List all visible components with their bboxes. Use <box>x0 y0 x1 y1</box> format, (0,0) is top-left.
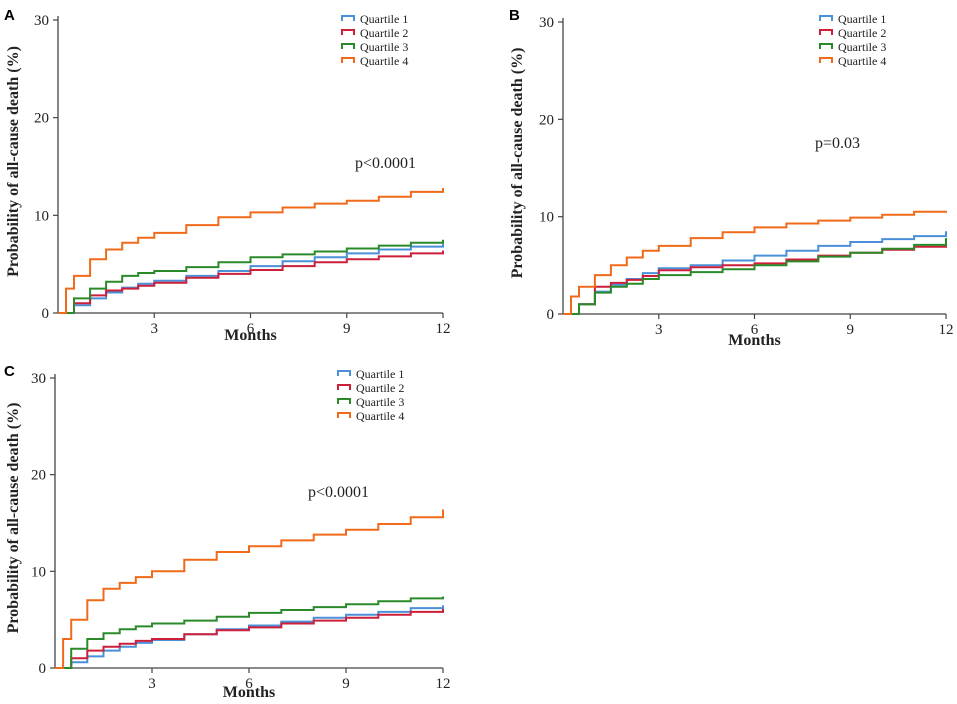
y-tick-label: 10 <box>34 208 49 224</box>
legend-label: Quartile 3 <box>356 395 404 409</box>
series-line-quartile-4 <box>58 188 444 314</box>
p-value-annotation: p<0.0001 <box>355 155 416 172</box>
series-line-quartile-4 <box>563 210 947 315</box>
y-tick-label: 0 <box>547 307 555 323</box>
x-tick-label: 9 <box>342 676 350 692</box>
x-tick-label: 6 <box>751 322 759 338</box>
legend-swatch <box>341 57 355 63</box>
y-tick-label: 10 <box>31 564 46 580</box>
legend-swatch <box>341 15 355 21</box>
series-line-quartile-3 <box>55 596 444 669</box>
x-tick-label: 12 <box>436 321 451 337</box>
legend-label: Quartile 1 <box>838 12 886 26</box>
legend-label: Quartile 4 <box>360 54 408 68</box>
legend-swatch <box>819 43 833 49</box>
y-tick-label: 30 <box>34 13 49 29</box>
y-tick-label: 20 <box>539 112 554 128</box>
legend-label: Quartile 3 <box>838 40 886 54</box>
y-axis-title: Probability of all-cause death (%) <box>5 403 22 634</box>
legend-swatch <box>337 384 351 390</box>
series-line-quartile-1 <box>58 243 444 314</box>
chart-panel-a: A 0 10 20 30 3 6 9 12 Months Probability of all-ca… <box>4 7 451 344</box>
x-axis-title: Months <box>224 327 276 344</box>
p-value-annotation: p=0.03 <box>815 135 860 152</box>
panel-letter: B <box>509 7 520 24</box>
series-line-quartile-1 <box>563 231 947 315</box>
legend-swatch <box>819 29 833 35</box>
legend-label: Quartile 2 <box>838 26 886 40</box>
legend-label: Quartile 2 <box>356 381 404 395</box>
legend-label: Quartile 4 <box>356 409 404 423</box>
legend-swatch <box>337 398 351 404</box>
panel-letter: A <box>4 7 15 24</box>
legend-label: Quartile 2 <box>360 26 408 40</box>
x-tick-label: 9 <box>343 321 351 337</box>
x-tick-label: 9 <box>847 322 855 338</box>
legend-swatch <box>337 370 351 376</box>
x-axis-title: Months <box>728 332 780 349</box>
legend-swatch <box>337 412 351 418</box>
legend-label: Quartile 1 <box>360 12 408 26</box>
p-value-annotation: p<0.0001 <box>308 484 369 501</box>
x-tick-label: 12 <box>939 322 954 338</box>
series-line-quartile-2 <box>58 250 444 314</box>
x-axis-title: Months <box>223 684 275 701</box>
x-tick-label: 3 <box>151 321 159 337</box>
legend-label: Quartile 4 <box>838 54 886 68</box>
legend-swatch <box>341 29 355 35</box>
legend-swatch <box>819 15 833 21</box>
panel-letter: C <box>4 363 15 380</box>
chart-panel-c: C 0 10 20 30 3 6 9 12 Months Probability of all-ca… <box>4 363 451 701</box>
y-axis-title: Probability of all-cause death (%) <box>509 48 526 279</box>
series-line-quartile-4 <box>55 509 444 669</box>
chart-panel-b: B 0 10 20 30 3 6 9 12 Months Probability of all-ca… <box>509 7 954 349</box>
y-tick-label: 20 <box>34 111 49 127</box>
x-tick-label: 3 <box>148 676 156 692</box>
y-tick-label: 0 <box>39 661 47 677</box>
legend-swatch <box>341 43 355 49</box>
series-line-quartile-3 <box>58 239 444 314</box>
x-tick-label: 3 <box>655 322 663 338</box>
legend-swatch <box>819 57 833 63</box>
y-tick-label: 10 <box>539 210 554 226</box>
series-line-quartile-3 <box>563 238 947 315</box>
x-tick-label: 6 <box>247 321 255 337</box>
y-tick-label: 0 <box>42 306 50 322</box>
legend-label: Quartile 1 <box>356 367 404 381</box>
series-line-quartile-2 <box>55 609 444 669</box>
legend-label: Quartile 3 <box>360 40 408 54</box>
y-tick-label: 20 <box>31 468 46 484</box>
y-axis-title: Probability of all-cause death (%) <box>5 46 22 277</box>
y-tick-label: 30 <box>31 371 46 387</box>
x-tick-label: 12 <box>436 676 451 692</box>
y-tick-label: 30 <box>539 15 554 31</box>
x-tick-label: 6 <box>245 676 253 692</box>
